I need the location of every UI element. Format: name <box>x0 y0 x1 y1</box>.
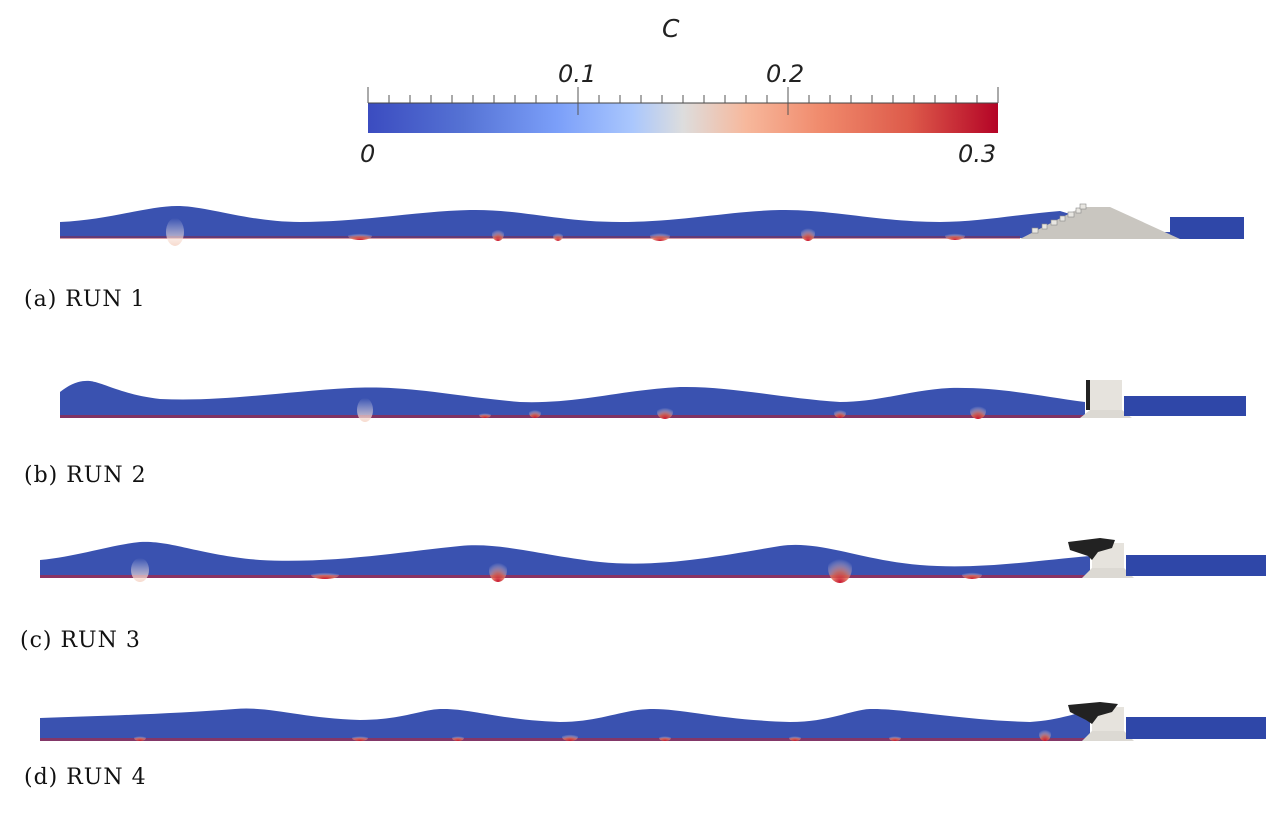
colorbar-ticks <box>367 87 999 115</box>
sediment-plume <box>945 232 965 240</box>
sediment-plume <box>834 408 846 418</box>
panel-run-4 <box>40 702 1266 741</box>
downstream-water <box>1126 555 1266 576</box>
caisson-base <box>1082 568 1134 578</box>
sediment-plume <box>962 571 982 579</box>
sediment-plume <box>650 231 670 241</box>
downstream-water <box>1126 717 1266 739</box>
sediment-plume <box>492 227 504 241</box>
sediment-plume <box>529 408 541 418</box>
sediment-plume <box>452 735 464 741</box>
colorbar-tick-label: 0.1 <box>558 60 597 88</box>
panel-caption-run-4: (d) RUN 4 <box>24 765 147 790</box>
plume-glow <box>166 218 184 246</box>
water-body <box>40 708 1090 741</box>
sediment-plume <box>553 231 563 241</box>
sloped-breakwater <box>1020 207 1180 239</box>
bed-sediment-layer <box>60 415 1085 418</box>
sediment-plume <box>348 232 372 240</box>
water-body <box>40 541 1090 578</box>
sediment-plume <box>889 735 901 741</box>
sediment-plume <box>828 553 852 583</box>
sediment-plume <box>970 403 986 419</box>
panel-caption-run-2: (b) RUN 2 <box>24 463 147 488</box>
colorbar-title: C <box>662 14 680 43</box>
sediment-plume <box>801 225 815 241</box>
colorbar-max-label: 0.3 <box>958 140 997 168</box>
armour-debris <box>1068 702 1118 724</box>
sediment-plume <box>352 735 368 741</box>
panel-run-3 <box>40 538 1266 583</box>
sediment-plume <box>489 558 507 582</box>
water-body <box>60 380 1085 418</box>
plume-glow <box>357 398 373 422</box>
sediment-plume <box>311 571 339 579</box>
sediment-plume <box>134 735 146 741</box>
colorbar-gradient <box>368 103 998 133</box>
structure-edge <box>1086 380 1091 410</box>
caisson-base <box>1082 731 1134 741</box>
sediment-plume <box>1039 727 1051 741</box>
sediment-plume <box>657 405 673 419</box>
downstream-water <box>1124 396 1246 416</box>
panel-caption-run-1: (a) RUN 1 <box>24 287 146 312</box>
sediment-plume <box>659 735 671 741</box>
downstream-water <box>1170 217 1244 239</box>
panel-run-2 <box>60 380 1246 422</box>
panel-run-1 <box>60 203 1244 246</box>
sediment-plume <box>789 735 801 741</box>
water-body <box>60 205 1175 238</box>
colorbar <box>367 87 999 133</box>
colorbar-min-label: 0 <box>360 140 376 168</box>
bed-sediment-layer <box>60 236 1020 239</box>
sediment-plume <box>562 733 578 741</box>
caisson-base <box>1080 410 1132 418</box>
colorbar-tick-label: 0.2 <box>766 60 805 88</box>
panel-caption-run-3: (c) RUN 3 <box>20 628 141 653</box>
bed-sediment-layer <box>40 575 1090 578</box>
armour-debris <box>1068 538 1115 560</box>
sediment-plume <box>479 412 491 418</box>
plume-glow <box>131 558 149 582</box>
breakwater-armour-debris <box>1031 203 1087 234</box>
